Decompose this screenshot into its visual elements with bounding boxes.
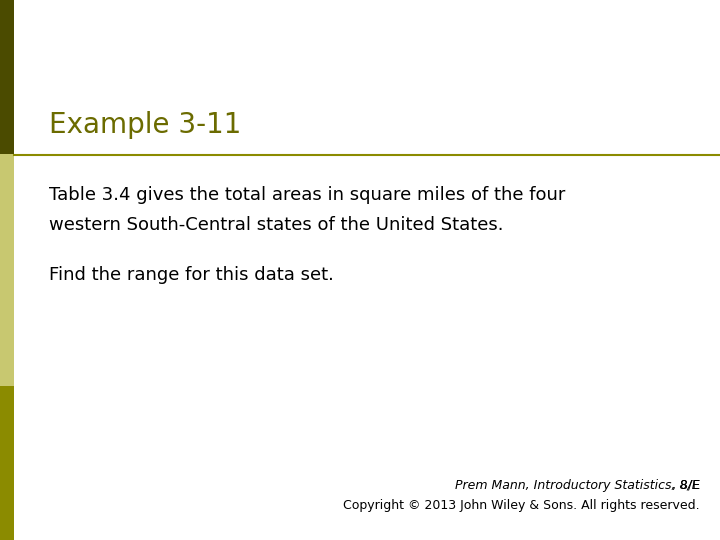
Text: Table 3.4 gives the total areas in square miles of the four: Table 3.4 gives the total areas in squar… [49,186,565,204]
Text: Prem Mann, Introductory Statistics, 8/E: Prem Mann, Introductory Statistics, 8/E [455,478,700,491]
Text: western South-Central states of the United States.: western South-Central states of the Unit… [49,216,503,234]
Text: , 8/E: , 8/E [672,478,700,491]
Bar [0,154,14,386]
Text: Find the range for this data set.: Find the range for this data set. [49,266,334,284]
Bar [0,0,14,154]
Text: Example 3-11: Example 3-11 [49,111,241,139]
Text: Copyright © 2013 John Wiley & Sons. All rights reserved.: Copyright © 2013 John Wiley & Sons. All … [343,498,700,511]
Bar [0,386,14,540]
